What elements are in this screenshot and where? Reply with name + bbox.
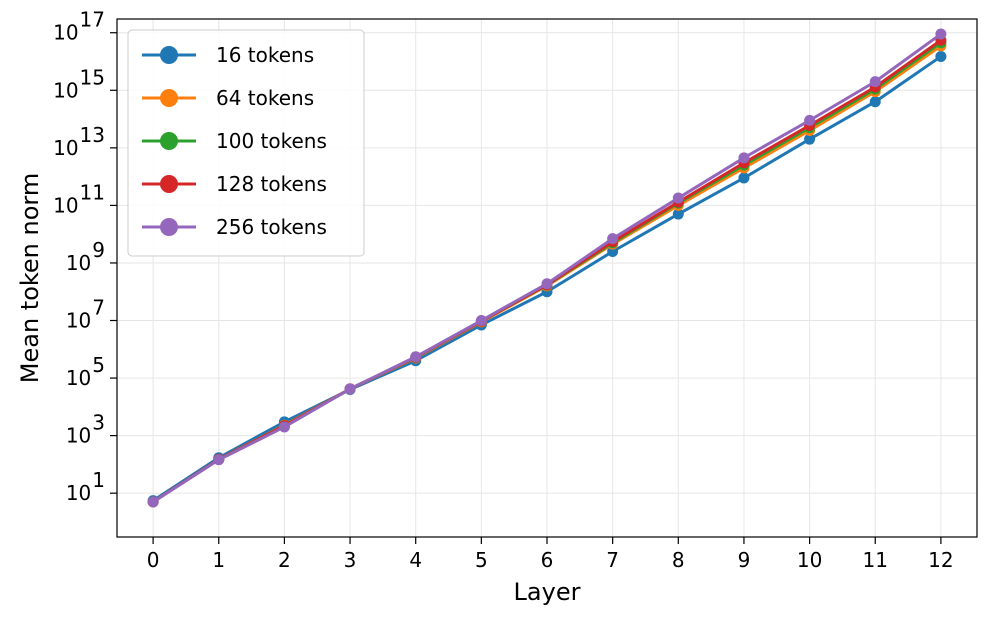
legend-label: 128 tokens: [216, 172, 327, 196]
data-point: [607, 233, 619, 245]
legend-swatch-marker: [160, 89, 178, 107]
legend-frame: [127, 29, 365, 257]
data-point: [541, 278, 553, 290]
legend-item: 128 tokens: [142, 172, 327, 196]
data-point: [672, 192, 684, 204]
data-point: [475, 315, 487, 327]
data-point: [804, 133, 816, 145]
x-tick-label: 12: [928, 548, 953, 572]
legend-label: 64 tokens: [216, 86, 314, 110]
legend-label: 256 tokens: [216, 215, 327, 239]
x-tick-label: 1: [212, 548, 225, 572]
x-axis-title: Layer: [514, 578, 581, 606]
data-point: [738, 152, 750, 164]
y-tick-exponent: 13: [80, 123, 105, 147]
y-tick-base: 10: [53, 193, 78, 217]
y-tick-exponent: 5: [92, 353, 105, 377]
data-point: [935, 50, 947, 62]
y-tick-label: 710: [66, 296, 105, 333]
x-tick-label: 3: [344, 548, 357, 572]
series-layer: [147, 28, 947, 508]
y-tick-exponent: 15: [80, 65, 105, 89]
x-tick-label: 11: [863, 548, 888, 572]
legend: 16 tokens 64 tokens 100 tokens 128 tokens 25…: [127, 29, 365, 257]
x-axis: 0 1 2 3 4 5 6 7 8 9 10 11 12: [147, 537, 954, 572]
legend-item: 100 tokens: [142, 129, 327, 153]
y-axis-title: Mean token norm: [16, 173, 44, 383]
legend-swatch-marker: [160, 132, 178, 150]
y-tick-base: 10: [66, 251, 91, 275]
y-tick-exponent: 11: [80, 180, 105, 204]
x-tick-label: 6: [541, 548, 554, 572]
x-tick-label: 8: [672, 548, 685, 572]
legend-item: 256 tokens: [142, 215, 327, 239]
legend-swatch-marker: [160, 175, 178, 193]
x-tick-label: 10: [797, 548, 822, 572]
legend-swatch-marker: [160, 46, 178, 64]
y-tick-exponent: 3: [92, 411, 105, 435]
legend-label: 100 tokens: [216, 129, 327, 153]
data-point: [935, 28, 947, 40]
legend-item: 16 tokens: [142, 43, 314, 67]
data-point: [344, 383, 356, 395]
y-tick-base: 10: [66, 366, 91, 390]
data-point: [804, 114, 816, 126]
x-tick-label: 2: [278, 548, 291, 572]
x-tick-label: 9: [738, 548, 751, 572]
x-tick-label: 4: [409, 548, 422, 572]
data-point: [869, 96, 881, 108]
data-point: [410, 351, 422, 363]
x-tick-label: 7: [606, 548, 619, 572]
y-tick-label: 310: [66, 411, 105, 448]
data-point: [672, 208, 684, 220]
legend-swatch-marker: [160, 218, 178, 236]
y-tick-label: 110: [66, 468, 105, 505]
data-point: [738, 172, 750, 184]
y-tick-base: 10: [66, 481, 91, 505]
y-tick-label: 510: [66, 353, 105, 390]
x-tick-label: 0: [147, 548, 160, 572]
y-tick-exponent: 1: [92, 468, 105, 492]
y-tick-base: 10: [66, 309, 91, 333]
legend-label: 16 tokens: [216, 43, 314, 67]
x-tick-label: 5: [475, 548, 488, 572]
y-tick-exponent: 7: [92, 296, 105, 320]
data-point: [278, 421, 290, 433]
data-point: [213, 454, 225, 466]
y-tick-base: 10: [53, 21, 78, 45]
y-tick-base: 10: [66, 424, 91, 448]
y-tick-exponent: 9: [92, 238, 105, 262]
legend-item: 64 tokens: [142, 86, 314, 110]
y-tick-exponent: 17: [80, 8, 105, 32]
y-tick-base: 10: [53, 78, 78, 102]
data-point: [869, 76, 881, 88]
y-tick-base: 10: [53, 136, 78, 160]
y-tick-label: 910: [66, 238, 105, 275]
data-point: [147, 496, 159, 508]
series-4: [147, 28, 947, 508]
